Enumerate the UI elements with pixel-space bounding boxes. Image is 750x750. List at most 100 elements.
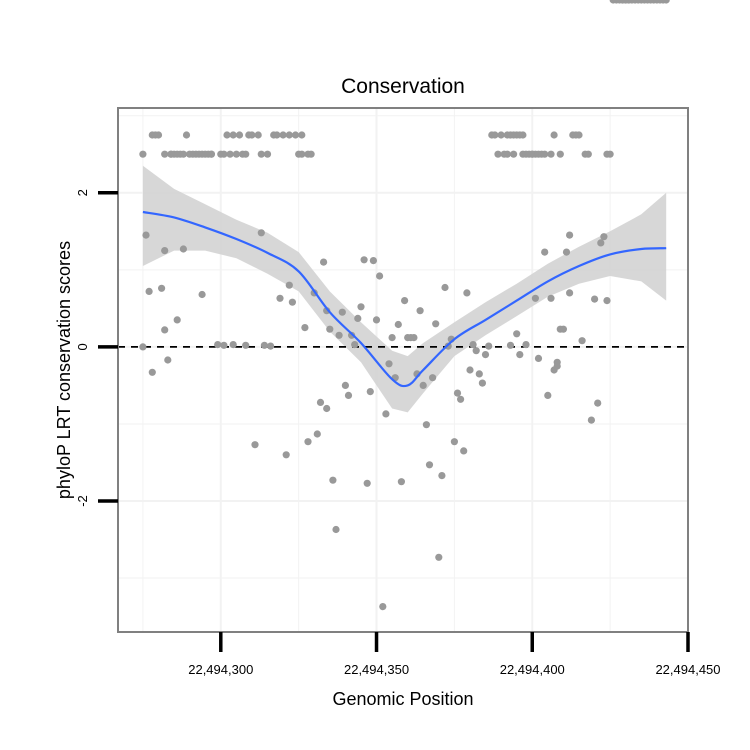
y-tick-label: 2 (75, 189, 90, 196)
y-tick-label: -2 (75, 495, 90, 507)
data-point (485, 342, 493, 350)
data-point (182, 131, 191, 139)
data-point (559, 325, 568, 333)
data-point (276, 294, 284, 302)
data-point (242, 341, 250, 349)
x-axis: 22,494,300 22,494,350 22,494,400 22,494,450 (188, 632, 721, 677)
data-point (323, 404, 331, 413)
data-point (603, 297, 611, 305)
x-tick-label: 22,494,300 (188, 662, 253, 677)
data-point (220, 341, 228, 349)
data-point (229, 131, 237, 139)
data-point (198, 290, 206, 299)
data-point (369, 257, 377, 265)
data-point (584, 150, 592, 158)
data-point (363, 479, 371, 487)
data-point (531, 294, 540, 302)
data-point (179, 150, 187, 158)
data-point (435, 553, 443, 561)
data-point (466, 366, 474, 374)
y-axis-label: phyloP LRT conservation scores (54, 241, 74, 499)
data-point (207, 150, 215, 158)
y-tick-label: 0 (75, 343, 90, 350)
data-point (547, 294, 555, 302)
data-point (481, 351, 490, 359)
data-point (575, 131, 583, 139)
x-tick-label: 22,494,400 (500, 662, 565, 677)
data-point (566, 289, 574, 297)
data-point (291, 131, 300, 139)
data-point (463, 289, 471, 297)
data-point (397, 478, 405, 486)
data-point (541, 248, 549, 256)
data-point (553, 362, 561, 370)
data-point (366, 388, 374, 396)
data-point (229, 341, 237, 349)
data-point (263, 150, 272, 158)
data-point (354, 314, 362, 322)
data-point (497, 131, 505, 139)
data-point (522, 341, 530, 349)
data-point (388, 334, 396, 342)
data-point (254, 131, 262, 139)
data-point (472, 347, 480, 355)
data-point (161, 247, 169, 255)
data-point (519, 131, 527, 139)
data-point (257, 150, 265, 158)
x-tick-label: 22,494,450 (655, 662, 720, 677)
data-point (376, 272, 384, 280)
confidence-band (142, 165, 667, 413)
data-point (662, 0, 670, 4)
data-point (503, 150, 511, 158)
data-point (257, 229, 265, 237)
data-point (401, 297, 409, 305)
data-point (326, 325, 334, 333)
data-point (594, 399, 602, 407)
data-point (139, 343, 147, 351)
data-point (173, 316, 181, 324)
data-point (344, 391, 353, 399)
data-point (425, 461, 434, 469)
data-point (298, 150, 306, 158)
data-point (372, 316, 381, 324)
data-point (304, 438, 312, 446)
data-point (273, 131, 281, 139)
data-point (161, 150, 169, 158)
data-point (432, 320, 440, 328)
data-point (438, 472, 446, 480)
data-point (235, 131, 244, 139)
data-point (251, 441, 259, 449)
data-point (534, 354, 543, 362)
data-point (469, 341, 477, 349)
data-point (410, 334, 418, 342)
data-point (279, 131, 287, 139)
data-point (457, 395, 465, 403)
data-point (248, 131, 256, 139)
data-point (158, 284, 166, 292)
data-point (282, 451, 290, 459)
data-point (379, 603, 387, 611)
data-point (416, 307, 424, 315)
data-point (320, 258, 328, 266)
data-point (597, 239, 605, 247)
data-point (329, 476, 337, 484)
data-point (591, 295, 599, 303)
data-point (478, 379, 486, 387)
data-points (139, 0, 670, 611)
data-point (556, 150, 564, 158)
data-point (313, 430, 321, 438)
data-point (298, 131, 306, 139)
data-point (323, 307, 331, 315)
data-point (148, 368, 156, 376)
data-point (267, 342, 275, 350)
data-point (453, 389, 462, 397)
data-point (223, 131, 231, 139)
data-point (285, 281, 293, 289)
data-point (550, 131, 558, 139)
data-point (139, 150, 147, 158)
data-point (600, 233, 608, 241)
data-point (578, 337, 586, 345)
data-point (513, 330, 521, 338)
y-axis: -2 0 2 (75, 189, 118, 507)
data-point (516, 351, 524, 359)
